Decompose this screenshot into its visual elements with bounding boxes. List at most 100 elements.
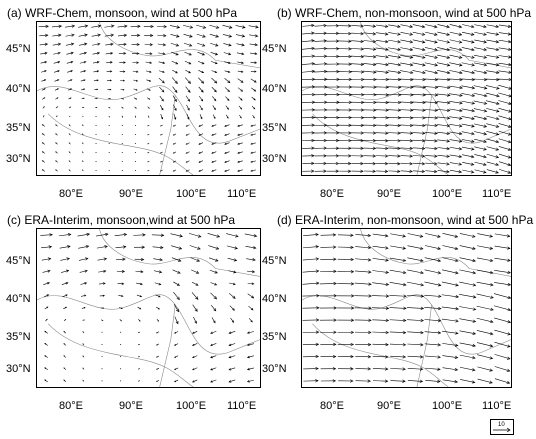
wind-vector (459, 330, 477, 335)
wind-vector (399, 85, 414, 89)
wind-vector (363, 146, 377, 150)
wind-vector (486, 108, 500, 113)
wind-vector (196, 33, 206, 38)
wind-vector (350, 70, 365, 74)
wind-vector (145, 52, 153, 56)
wind-vector (99, 294, 106, 297)
wind-vector (363, 55, 377, 59)
wind-vector (247, 293, 255, 299)
wind-vector (372, 318, 390, 322)
wind-vector (302, 92, 316, 97)
wind-vector (134, 170, 136, 171)
wind-vector (185, 142, 190, 145)
wind-vector (406, 306, 425, 310)
wind-vector (91, 33, 101, 37)
wind-vector (198, 133, 204, 136)
wind-vector (302, 342, 320, 346)
wind-vector (320, 354, 337, 359)
wind-vector (498, 161, 511, 167)
wind-vector (461, 108, 476, 113)
wind-vector (228, 379, 236, 383)
wind-vector (303, 233, 319, 237)
wind-vector (42, 115, 45, 118)
wind-vector (108, 143, 110, 144)
wind-vector (212, 105, 216, 111)
panel-a-lat-35: 35°N (6, 122, 31, 134)
wind-vector (250, 61, 258, 64)
wind-vector (363, 47, 377, 51)
wind-vector (246, 270, 256, 274)
wind-vector (227, 257, 238, 262)
wind-vector (211, 124, 217, 127)
wind-vector (226, 114, 229, 119)
wind-vector (131, 33, 141, 38)
wind-vector (354, 306, 372, 310)
wind-vector (425, 146, 438, 151)
wind-vector (237, 78, 244, 83)
wind-vector (237, 151, 243, 154)
wind-vector (407, 233, 424, 238)
wind-vector (412, 24, 426, 29)
wind-vector (400, 123, 414, 128)
wind-vector (236, 43, 245, 47)
wind-vector (485, 92, 500, 98)
wind-vector (474, 161, 487, 166)
wind-vector (350, 100, 365, 105)
panel-d-lat-40: 40°N (262, 293, 287, 305)
wind-vector (494, 257, 511, 262)
wind-vector (412, 77, 426, 82)
wind-vector (39, 33, 49, 37)
wind-vector (314, 115, 328, 120)
wind-vector (108, 125, 110, 126)
wind-vector (82, 343, 85, 346)
wind-vector (351, 39, 365, 43)
wind-vector (486, 24, 500, 29)
wind-vector (151, 233, 165, 237)
wind-vector (442, 233, 459, 238)
wind-vector (159, 95, 164, 102)
wind-vector (461, 85, 476, 90)
wind-vector (172, 69, 178, 74)
wind-vector (320, 269, 337, 274)
wind-vector (337, 318, 355, 322)
wind-vector (461, 131, 475, 136)
wind-vector (302, 281, 320, 285)
wind-vector (133, 97, 138, 100)
wind-vector (137, 343, 141, 346)
wind-vector (437, 139, 451, 143)
panel-b-title: (b) WRF-Chem, non-monsoon, wind at 500 h… (277, 6, 532, 20)
wind-vector (372, 233, 389, 238)
wind-vector (117, 282, 125, 285)
wind-vector (238, 105, 243, 110)
wind-vector (449, 116, 463, 120)
wind-vector (355, 342, 372, 347)
panel-b-lon-110: 110°E (482, 188, 512, 200)
wind-vector (473, 100, 488, 105)
wind-vector (339, 169, 352, 173)
wind-vector (55, 97, 59, 100)
wind-vector (56, 115, 58, 118)
wind-vector (462, 24, 475, 29)
wind-vector (144, 33, 154, 38)
wind-vector (400, 62, 414, 67)
wind-vector (226, 245, 238, 250)
panel-a-lat-45: 45°N (6, 43, 31, 55)
wind-vector (54, 70, 60, 73)
wind-vector (350, 62, 365, 66)
wind-vector (412, 47, 426, 52)
wind-vector (388, 32, 401, 36)
wind-vector (245, 246, 257, 250)
wind-vector (117, 24, 128, 28)
wind-vector (372, 306, 390, 310)
wind-vector (119, 61, 126, 64)
wind-vector (486, 100, 500, 105)
wind-vector (399, 93, 414, 97)
wind-vector (159, 86, 165, 93)
wind-vector (461, 146, 475, 151)
panel-a-lat-40: 40°N (6, 83, 31, 95)
wind-vector (185, 160, 190, 163)
wind-vector (172, 269, 181, 274)
wind-vector (442, 245, 459, 251)
wind-vector (486, 131, 500, 136)
wind-vector (96, 245, 108, 249)
